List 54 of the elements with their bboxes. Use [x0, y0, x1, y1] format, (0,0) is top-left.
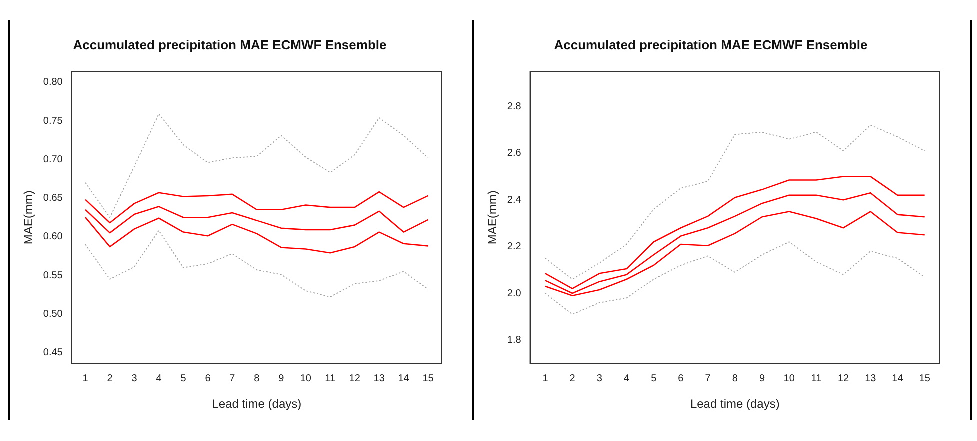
line-series [545, 242, 926, 315]
x-tick-label: 8 [254, 373, 260, 384]
x-axis-title: Lead time (days) [212, 397, 302, 412]
y-tick-label: 0.65 [43, 193, 64, 204]
x-axis-title: Lead time (days) [690, 397, 780, 412]
x-tick-label: 11 [325, 373, 336, 384]
x-tick-label: 13 [374, 373, 386, 384]
x-tick-label: 15 [919, 373, 931, 384]
line-series [85, 114, 429, 218]
y-tick-label: 1.8 [507, 334, 522, 346]
y-tick-label: 2.8 [507, 101, 522, 112]
y-tick-label: 0.60 [43, 232, 64, 243]
x-tick-label: 4 [156, 373, 162, 384]
x-tick-label: 3 [596, 373, 603, 384]
x-tick-label: 14 [398, 373, 410, 384]
x-tick-label: 10 [784, 373, 796, 384]
x-tick-label: 15 [422, 373, 434, 384]
y-tick-label: 0.75 [43, 116, 64, 127]
x-tick-label: 7 [230, 373, 236, 384]
x-tick-label: 5 [180, 373, 187, 384]
x-tick-label: 2 [107, 373, 114, 384]
x-tick-label: 12 [349, 373, 361, 384]
x-tick-label: 12 [838, 373, 850, 384]
x-tick-label: 1 [82, 373, 89, 384]
y-tick-label: 0.70 [43, 154, 64, 166]
x-tick-label: 7 [705, 373, 712, 384]
y-tick-label: 0.55 [43, 270, 64, 282]
x-tick-label: 13 [865, 373, 877, 384]
y-tick-label: 2.0 [507, 288, 522, 300]
line-series [85, 230, 429, 298]
y-axis-title: MAE(mm) [486, 190, 500, 245]
x-tick-label: 4 [624, 373, 630, 384]
chart-title: Accumulated precipitation MAE ECMWF Ensemble [73, 37, 387, 52]
y-tick-label: 0.45 [43, 348, 64, 359]
x-tick-label: 8 [732, 373, 738, 384]
x-tick-label: 14 [892, 373, 904, 384]
x-tick-label: 10 [300, 373, 312, 384]
y-tick-label: 2.2 [507, 242, 522, 253]
x-tick-label: 11 [811, 373, 822, 384]
line-series [545, 124, 926, 280]
x-tick-label: 2 [570, 373, 576, 384]
x-tick-label: 5 [651, 373, 658, 384]
x-tick-label: 6 [205, 373, 212, 384]
x-tick-label: 6 [678, 373, 684, 384]
y-tick-label: 0.50 [43, 308, 64, 320]
y-axis-title: MAE(mm) [22, 190, 36, 245]
y-tick-label: 2.6 [507, 148, 522, 160]
x-tick-label: 9 [278, 373, 285, 384]
y-tick-label: 0.80 [43, 77, 64, 88]
y-tick-label: 2.4 [507, 194, 522, 206]
x-tick-label: 3 [132, 373, 138, 384]
chart-title: Accumulated precipitation MAE ECMWF Ensemble [554, 37, 868, 52]
x-tick-label: 9 [759, 373, 766, 384]
x-tick-label: 1 [542, 373, 549, 384]
